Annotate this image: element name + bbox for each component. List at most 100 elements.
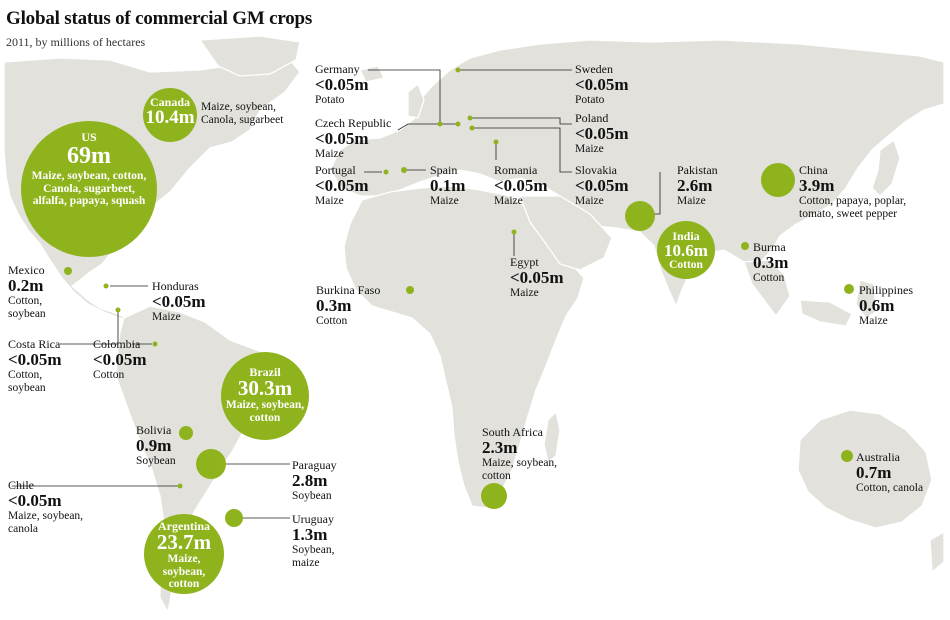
bolivia-value: 0.9m (136, 436, 172, 455)
india-value: 10.6m (664, 241, 708, 260)
portugal-value: <0.05m (315, 176, 369, 195)
canada-name: Canada (149, 95, 190, 109)
canada-label: Canada 10.4m (140, 96, 200, 127)
philippines-crops: Maize (859, 315, 888, 327)
new-zealand-land (929, 530, 945, 574)
czech-label: Czech Republic <0.05m Maize (315, 117, 391, 161)
brazil-value: 30.3m (237, 376, 293, 400)
germany-value: <0.05m (315, 75, 369, 94)
romania-crops: Maize (494, 195, 523, 207)
australia-land (797, 409, 933, 529)
honduras-value: <0.05m (152, 292, 206, 311)
honduras-crops: Maize (152, 311, 181, 323)
costa-rica-value: <0.05m (8, 350, 62, 369)
crop-circles (21, 67, 854, 594)
argentina-name: Argentina (158, 519, 210, 533)
egypt-circle (511, 229, 517, 235)
south-africa-label: South Africa 2.3m Maize, soybean, cotton (482, 426, 572, 482)
mexico-name: Mexico (8, 263, 45, 277)
egypt-name: Egypt (510, 255, 539, 269)
south-africa-circle (481, 483, 507, 509)
sweden-name: Sweden (575, 62, 613, 76)
colombia-crops: Cotton (93, 369, 125, 381)
south-africa-value: 2.3m (482, 438, 518, 457)
paraguay-value: 2.8m (292, 471, 328, 490)
portugal-label: Portugal <0.05m Maize (315, 164, 369, 208)
costa-rica-circle (115, 307, 121, 313)
czech-value: <0.05m (315, 129, 369, 148)
burma-circle (741, 242, 749, 250)
burma-name: Burma (753, 240, 786, 254)
canada-crops-label: Maize, soybean, Canola, sugarbeet (201, 100, 297, 126)
paraguay-label: Paraguay 2.8m Soybean (292, 459, 337, 503)
romania-value: <0.05m (494, 176, 548, 195)
germany-name: Germany (315, 62, 360, 76)
slovakia-label: Slovakia <0.05m Maize (575, 164, 629, 208)
argentina-label: Argentina 23.7m Maize, soybean, cotton (146, 520, 222, 591)
map-subtitle: 2011, by millions of hectares (6, 35, 146, 49)
philippines-value: 0.6m (859, 296, 895, 315)
sweden-crops: Potato (575, 94, 605, 106)
portugal-name: Portugal (315, 163, 356, 177)
south-africa-name: South Africa (482, 425, 543, 439)
india-circle (657, 221, 715, 279)
slovakia-value: <0.05m (575, 176, 629, 195)
egypt-crops: Maize (510, 287, 539, 299)
uk-land (407, 82, 425, 119)
mexico-circle (64, 267, 72, 275)
australia-name: Australia (856, 450, 900, 464)
sweden-value: <0.05m (575, 75, 629, 94)
mexico-crops: Cotton, soybean (8, 295, 46, 320)
philippines-label: Philippines 0.6m Maize (859, 284, 913, 328)
poland-leader (470, 117, 572, 125)
bolivia-crops: Soybean (136, 455, 176, 467)
egypt-label: Egypt <0.05m Maize (510, 256, 564, 300)
burkina-name: Burkina Faso (316, 283, 381, 297)
spain-label: Spain 0.1m Maize (430, 164, 465, 208)
madagascar-land (543, 410, 561, 464)
japan-land (871, 138, 901, 197)
chile-circle (177, 483, 183, 489)
slovakia-crops: Maize (575, 195, 604, 207)
mexico-value: 0.2m (8, 276, 44, 295)
poland-value: <0.05m (575, 124, 629, 143)
argentina-circle (144, 514, 224, 594)
colombia-circle (152, 341, 158, 347)
australia-circle (841, 450, 853, 462)
portugal-circle (383, 169, 389, 175)
south-africa-crops: Maize, soybean, cotton (482, 457, 558, 482)
czech-name: Czech Republic (315, 116, 392, 130)
burkina-value: 0.3m (316, 296, 352, 315)
china-value: 3.9m (799, 176, 835, 195)
greenland-land (198, 35, 301, 77)
bolivia-name: Bolivia (136, 423, 172, 437)
paraguay-crops: Soybean (292, 490, 332, 502)
spain-name: Spain (430, 163, 458, 177)
slovakia-name: Slovakia (575, 163, 617, 177)
uruguay-value: 1.3m (292, 525, 328, 544)
chile-name: Chile (8, 478, 34, 492)
honduras-label: Honduras <0.05m Maize (152, 280, 206, 324)
china-circle (761, 163, 795, 197)
australia-crops: Cotton, canola (856, 482, 924, 494)
poland-label: Poland <0.05m Maize (575, 112, 629, 156)
arabia-land (519, 195, 613, 271)
brazil-crops: Maize, soybean, cotton (225, 399, 305, 424)
pakistan-crops: Maize (677, 195, 706, 207)
chile-label: Chile <0.05m Maize, soybean, canola (8, 479, 96, 535)
germany-leader (368, 69, 441, 122)
romania-name: Romania (494, 163, 538, 177)
burkina-label: Burkina Faso 0.3m Cotton (316, 284, 380, 328)
mexico-label: Mexico 0.2m Cotton, soybean (8, 264, 68, 320)
brazil-name: Brazil (249, 365, 281, 379)
pakistan-label: Pakistan 2.6m Maize (677, 164, 718, 208)
australia-value: 0.7m (856, 463, 892, 482)
spain-value: 0.1m (430, 176, 466, 195)
china-crops: Cotton, papaya, poplar, tomato, sweet pe… (799, 195, 907, 220)
colombia-name: Colombia (93, 337, 141, 351)
pakistan-circle (625, 201, 655, 231)
spain-circle (401, 167, 407, 173)
sweden-circle (455, 67, 461, 73)
us-crops: Maize, soybean, cotton, Canola, sugarbee… (31, 170, 147, 208)
